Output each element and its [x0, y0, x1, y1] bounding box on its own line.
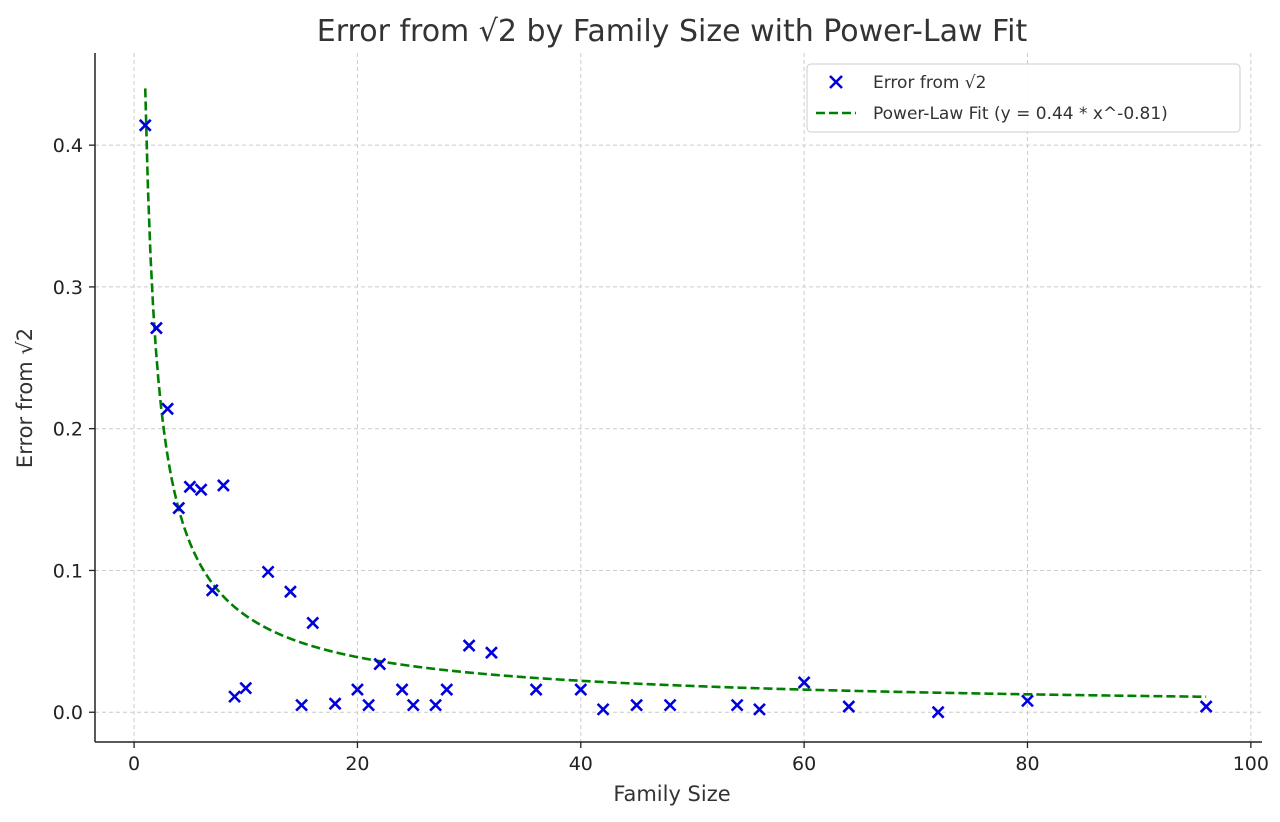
x-tick-label: 40: [569, 753, 593, 775]
scatter-point: [931, 705, 945, 719]
scatter-point: [1021, 694, 1034, 708]
scatter-point: [797, 676, 811, 689]
scatter-point: [406, 698, 420, 712]
scatter-point: [842, 700, 856, 713]
x-tick-label: 100: [1233, 753, 1269, 775]
scatter-point: [529, 683, 543, 696]
scatter-point: [150, 321, 163, 335]
scatter-point: [161, 402, 175, 416]
legend-label-fit: Power-Law Fit (y = 0.44 * x^-0.81): [873, 104, 1168, 124]
scatter-point: [284, 585, 297, 599]
scatter-point: [172, 501, 186, 515]
chart-title: Error from √2 by Family Size with Power-…: [317, 14, 1028, 49]
legend-marker-x-icon: [829, 75, 843, 89]
scatter-point: [574, 683, 588, 696]
power-law-fit-line: [143, 88, 1207, 699]
y-axis-label: Error from √2: [13, 328, 37, 468]
scatter-point: [362, 698, 376, 712]
legend-label-scatter: Error from √2: [873, 73, 986, 93]
x-tick-label: 80: [1015, 753, 1039, 775]
scatter-point: [194, 483, 208, 497]
scatter-point: [753, 702, 766, 716]
scatter-point: [429, 698, 443, 712]
fit-line-layer: [143, 88, 1207, 699]
scatter-point: [228, 690, 242, 704]
grid: [95, 53, 1262, 742]
scatter-point: [138, 118, 152, 132]
scatter-point: [183, 480, 197, 494]
y-ticks: 0.0 0.1 0.2 0.3 0.4: [53, 135, 95, 724]
y-tick-label: 0.4: [53, 135, 83, 157]
scatter-point: [239, 681, 253, 695]
y-tick-label: 0.2: [53, 419, 83, 441]
scatter-point: [462, 639, 476, 653]
scatter-point: [596, 702, 610, 716]
scatter-points-layer: [138, 118, 1213, 719]
x-tick-label: 60: [792, 753, 816, 775]
scatter-point: [306, 616, 320, 630]
scatter-point: [351, 683, 364, 696]
scatter-point: [328, 697, 342, 711]
legend: Error from √2 Power-Law Fit (y = 0.44 * …: [806, 63, 1241, 133]
x-tick-label: 0: [128, 753, 140, 775]
y-tick-label: 0.3: [53, 277, 83, 299]
y-tick-label: 0.0: [53, 702, 83, 724]
legend-box: [806, 63, 1241, 133]
scatter-point: [217, 478, 230, 492]
scatter-point: [630, 698, 644, 712]
scatter-point: [261, 565, 275, 579]
x-axis-label: Family Size: [613, 782, 730, 806]
scatter-point: [440, 683, 454, 696]
x-ticks: 0 20 40 60 80 100: [128, 742, 1269, 775]
scatter-point: [485, 646, 498, 660]
scatter-point: [205, 583, 219, 597]
scatter-point: [1199, 700, 1213, 713]
y-tick-label: 0.1: [53, 560, 83, 582]
scatter-point: [663, 698, 677, 712]
scatter-point: [395, 683, 409, 696]
scatter-point: [730, 698, 744, 712]
scatter-point: [295, 698, 309, 712]
x-tick-label: 20: [345, 753, 369, 775]
scatter-point: [373, 657, 387, 671]
